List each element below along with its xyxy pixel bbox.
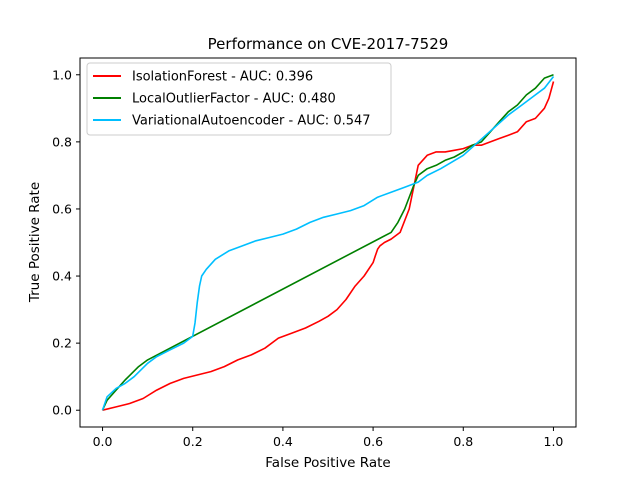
y-tick-label: 0.4 xyxy=(52,269,72,284)
y-tick-label: 0.0 xyxy=(52,403,72,418)
x-tick-label: 0.6 xyxy=(363,434,383,449)
x-tick-label: 0.0 xyxy=(93,434,113,449)
x-tick-label: 1.0 xyxy=(544,434,564,449)
series-line-2 xyxy=(101,76,555,411)
chart-title: Performance on CVE-2017-7529 xyxy=(208,35,449,53)
x-tick-label: 0.4 xyxy=(273,434,293,449)
series-line-0 xyxy=(102,81,555,411)
legend-box xyxy=(86,62,392,136)
legend-label-2: VariationalAutoencoder - AUC: 0.547 xyxy=(132,114,371,129)
series-line-1 xyxy=(101,74,554,411)
plot-frame xyxy=(79,57,577,428)
legend-label-1: LocalOutlierFactor - AUC: 0.480 xyxy=(132,92,336,107)
x-tick-label: 0.8 xyxy=(453,434,473,449)
y-tick-label: 0.6 xyxy=(52,201,72,216)
y-tick-label: 0.8 xyxy=(52,134,72,149)
x-axis-label: False Positive Rate xyxy=(265,455,390,471)
y-tick-label: 0.2 xyxy=(52,336,72,351)
x-tick-label: 0.2 xyxy=(183,434,203,449)
legend: IsolationForest - AUC: 0.396 LocalOutlier… xyxy=(86,62,392,136)
y-tick-label: 1.0 xyxy=(52,67,72,82)
ticks-layer: 0.0 0.2 0.4 0.6 0.8 1.0 0.0 0.2 0.4 0.6 0.8 1.0 xyxy=(52,67,563,449)
legend-label-0: IsolationForest - AUC: 0.396 xyxy=(132,70,313,85)
plot-area: 0.0 0.2 0.4 0.6 0.8 1.0 0.0 0.2 0.4 0.6 0.8 1.0 xyxy=(52,57,577,449)
series-layer xyxy=(101,74,555,411)
legend-items: IsolationForest - AUC: 0.396 LocalOutlier… xyxy=(93,70,371,129)
y-axis-label: True Positive Rate xyxy=(27,182,43,303)
